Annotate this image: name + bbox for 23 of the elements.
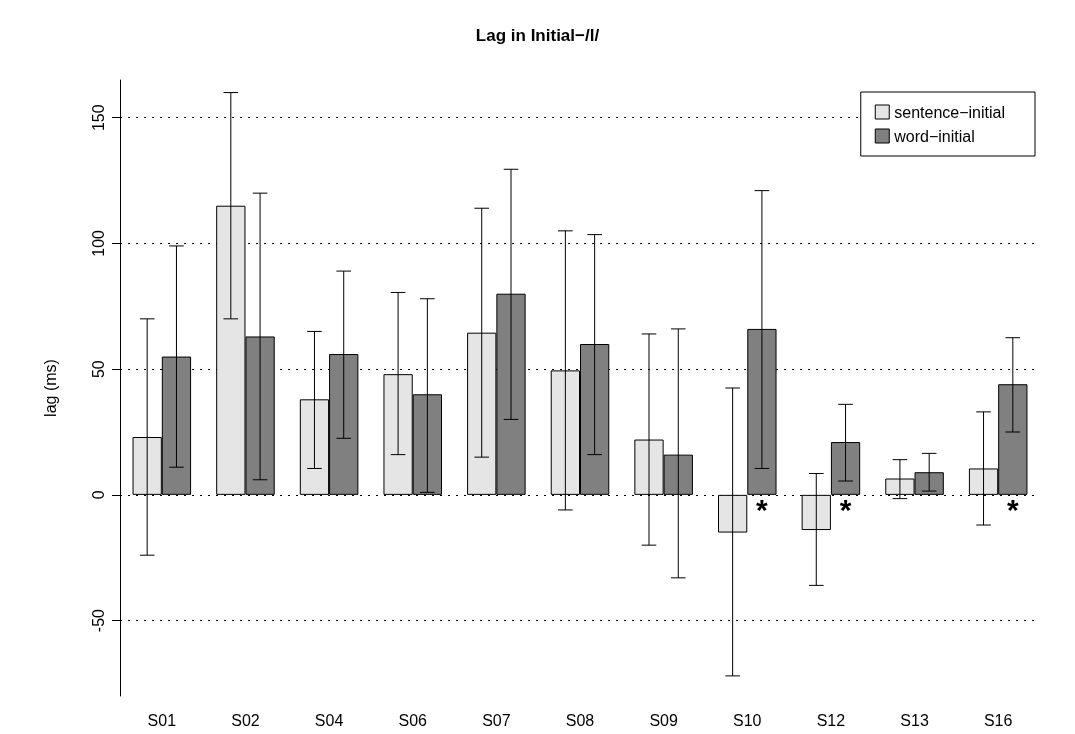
annotation: * — [1006, 493, 1019, 527]
y-axis-title: lag (ms) — [41, 359, 59, 417]
y-tick-label: 100 — [89, 229, 107, 257]
legend-label: sentence−initial — [894, 103, 1006, 121]
x-tick-label: S13 — [900, 711, 929, 729]
annotation: * — [756, 493, 769, 527]
x-tick-label: S10 — [733, 711, 762, 729]
x-tick-label: S02 — [231, 711, 260, 729]
annotation: * — [839, 493, 852, 527]
x-tick-label: S07 — [482, 711, 511, 729]
legend-label: word−initial — [893, 127, 975, 145]
x-tick-label: S01 — [147, 711, 177, 729]
chart-title: Lag in Initial−/l/ — [475, 26, 600, 45]
y-tick-label: 0 — [89, 490, 107, 500]
y-tick-label: 50 — [89, 360, 107, 379]
x-tick-label: S12 — [816, 711, 846, 729]
y-tick-label: -50 — [89, 608, 107, 633]
y-tick-label: 150 — [89, 104, 107, 132]
x-tick-label: S16 — [983, 711, 1013, 729]
x-tick-label: S04 — [314, 711, 344, 729]
x-tick-label: S06 — [398, 711, 428, 729]
x-tick-label: S08 — [565, 711, 595, 729]
x-tick-label: S09 — [649, 711, 678, 729]
